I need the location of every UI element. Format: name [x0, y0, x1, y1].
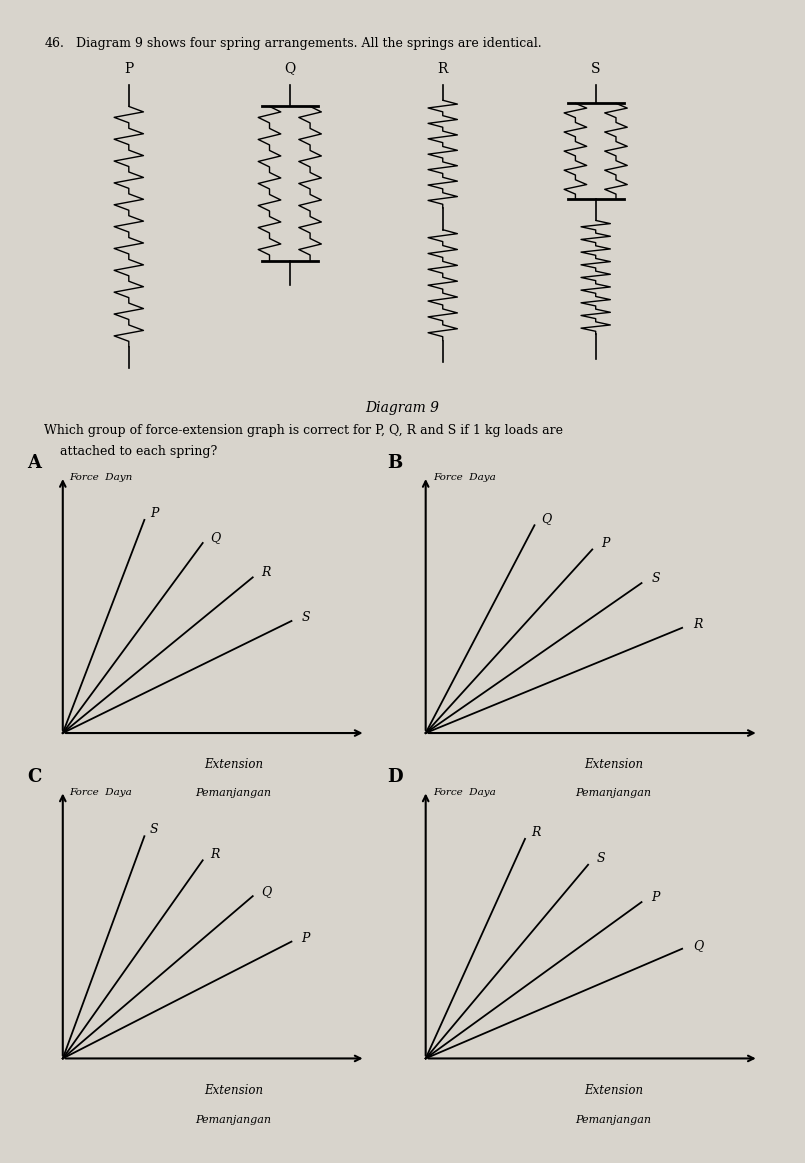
Text: P: P: [302, 932, 310, 944]
Text: Pemanjangan: Pemanjangan: [576, 787, 651, 798]
Text: Q: Q: [693, 939, 704, 952]
Text: C: C: [27, 768, 42, 786]
Text: Force  Dayn: Force Dayn: [69, 473, 133, 483]
Text: Pemanjangan: Pemanjangan: [196, 787, 271, 798]
Text: Which group of force-extension graph is correct for P, Q, R and S if 1 kg loads : Which group of force-extension graph is …: [44, 424, 563, 437]
Text: Q: Q: [541, 513, 551, 526]
Text: P: P: [150, 507, 159, 520]
Text: Extension: Extension: [204, 757, 263, 771]
Text: Extension: Extension: [204, 1084, 263, 1097]
Text: 46.: 46.: [44, 37, 64, 50]
Text: Force  Daya: Force Daya: [69, 787, 132, 797]
Text: S: S: [150, 823, 159, 836]
Text: Pemanjangan: Pemanjangan: [196, 1115, 271, 1126]
Text: S: S: [302, 611, 310, 625]
Text: R: R: [693, 619, 703, 632]
Text: B: B: [386, 455, 402, 472]
Text: R: R: [210, 848, 220, 861]
Text: Force  Daya: Force Daya: [433, 473, 496, 483]
Text: R: R: [531, 826, 541, 839]
Text: Force  Daya: Force Daya: [433, 787, 496, 797]
Text: Q: Q: [210, 530, 221, 544]
Text: P: P: [651, 891, 660, 904]
Text: R: R: [262, 566, 271, 579]
Text: R: R: [438, 62, 448, 76]
Text: S: S: [651, 572, 660, 585]
Text: Diagram 9: Diagram 9: [365, 401, 440, 415]
Text: Extension: Extension: [584, 757, 643, 771]
Text: S: S: [591, 62, 601, 76]
Text: S: S: [597, 852, 605, 865]
Text: A: A: [27, 455, 41, 472]
Text: Extension: Extension: [584, 1084, 643, 1097]
Text: Pemanjangan: Pemanjangan: [576, 1115, 651, 1126]
Text: Diagram 9 shows four spring arrangements. All the springs are identical.: Diagram 9 shows four spring arrangements…: [76, 37, 542, 50]
Text: P: P: [124, 62, 134, 76]
Text: P: P: [601, 537, 609, 550]
Text: attached to each spring?: attached to each spring?: [44, 445, 217, 458]
Text: Q: Q: [284, 62, 295, 76]
Text: Q: Q: [262, 885, 272, 898]
Text: D: D: [386, 768, 402, 786]
